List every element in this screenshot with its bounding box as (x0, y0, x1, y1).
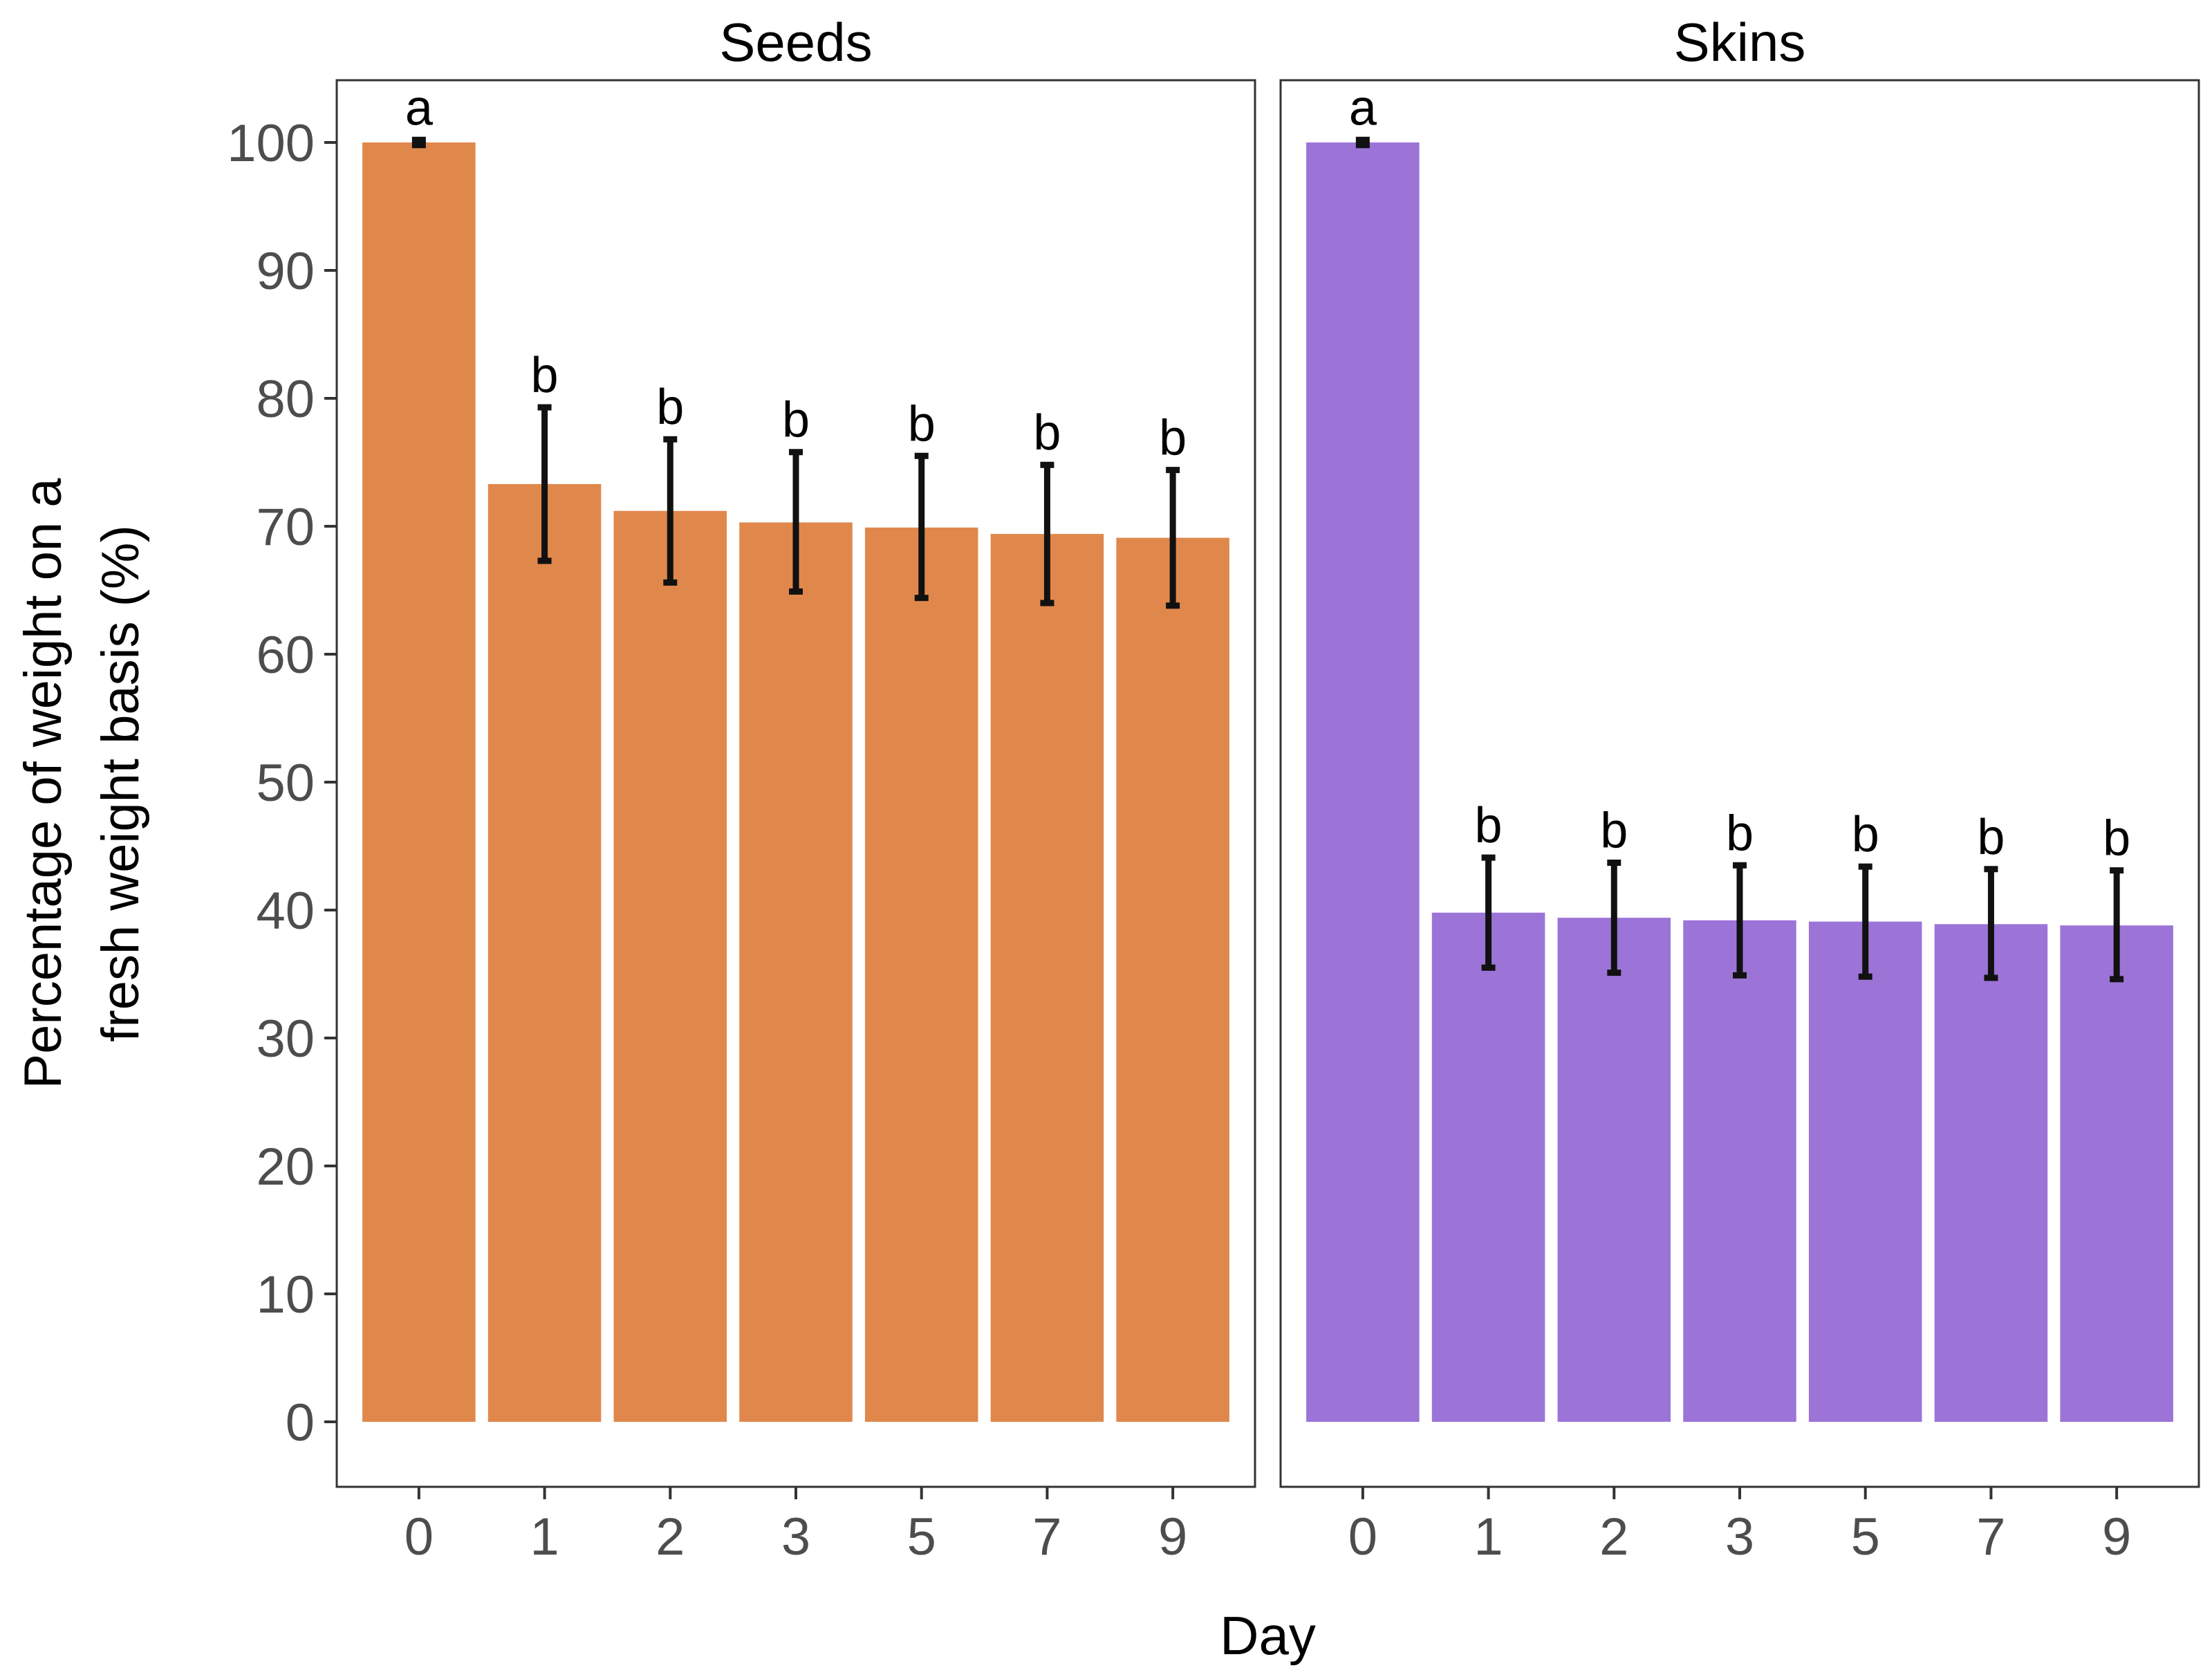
bar-skins-day-3 (1683, 920, 1796, 1422)
bar-skins-day-2 (1557, 918, 1671, 1422)
bar-skins-day-9 (2060, 925, 2173, 1422)
x-tick-label: 7 (1032, 1508, 1061, 1566)
x-tick-label: 9 (1158, 1508, 1187, 1566)
x-tick-label: 5 (1851, 1508, 1880, 1566)
y-tick-label: 10 (256, 1266, 315, 1324)
x-axis-title: Day (1220, 1605, 1316, 1666)
significance-label: a (1349, 80, 1377, 136)
x-tick-label: 5 (907, 1508, 936, 1566)
x-tick-label: 0 (1348, 1508, 1377, 1566)
bar-seeds-day-0 (362, 142, 476, 1422)
significance-label: b (1977, 810, 2005, 865)
bar-skins-day-1 (1431, 912, 1545, 1422)
x-tick-label: 2 (1599, 1508, 1628, 1566)
x-tick-label: 3 (1725, 1508, 1754, 1566)
significance-label: b (1033, 405, 1061, 461)
y-tick-label: 40 (256, 882, 315, 941)
x-tick-label: 0 (405, 1508, 434, 1566)
bar-seeds-day-5 (864, 527, 978, 1422)
y-tick-label: 0 (286, 1393, 315, 1452)
significance-label: b (656, 380, 684, 435)
y-axis-title-line-1: Percentage of weight on a (14, 478, 73, 1089)
y-tick-label: 30 (256, 1010, 315, 1068)
significance-label: b (1726, 806, 1754, 861)
significance-label: b (1852, 807, 1879, 862)
y-axis-title-line-2: fresh weight basis (%) (91, 525, 150, 1042)
y-tick-label: 20 (256, 1138, 315, 1196)
x-tick-label: 7 (1976, 1508, 2005, 1566)
bar-seeds-day-3 (739, 522, 853, 1423)
bar-seeds-day-7 (990, 534, 1104, 1422)
x-tick-label: 3 (781, 1508, 810, 1566)
bar-skins-day-0 (1306, 142, 1420, 1422)
significance-label: b (2103, 811, 2130, 867)
bar-skins-day-7 (1934, 924, 2048, 1422)
y-tick-label: 90 (256, 242, 315, 301)
panel-title-skins: Skins (1674, 12, 1806, 73)
significance-label: b (531, 348, 559, 403)
y-tick-label: 70 (256, 498, 315, 557)
significance-label: b (782, 393, 810, 448)
y-tick-label: 80 (256, 370, 315, 429)
significance-label: b (1159, 411, 1187, 466)
x-tick-label: 2 (656, 1508, 685, 1566)
bar-seeds-day-2 (613, 510, 727, 1422)
x-tick-label: 1 (530, 1508, 559, 1566)
significance-label: b (1600, 804, 1628, 859)
x-tick-label: 9 (2102, 1508, 2131, 1566)
x-tick-label: 1 (1474, 1508, 1503, 1566)
significance-label: a (405, 80, 434, 136)
significance-label: b (908, 396, 936, 452)
bar-skins-day-5 (1808, 921, 1922, 1422)
y-tick-label: 50 (256, 754, 315, 813)
significance-label: b (1475, 798, 1503, 853)
y-tick-label: 60 (256, 626, 315, 685)
bar-seeds-day-1 (487, 483, 602, 1423)
bar-seeds-day-9 (1116, 537, 1229, 1422)
panel-title-seeds: Seeds (719, 12, 872, 73)
y-tick-label: 100 (227, 114, 315, 173)
